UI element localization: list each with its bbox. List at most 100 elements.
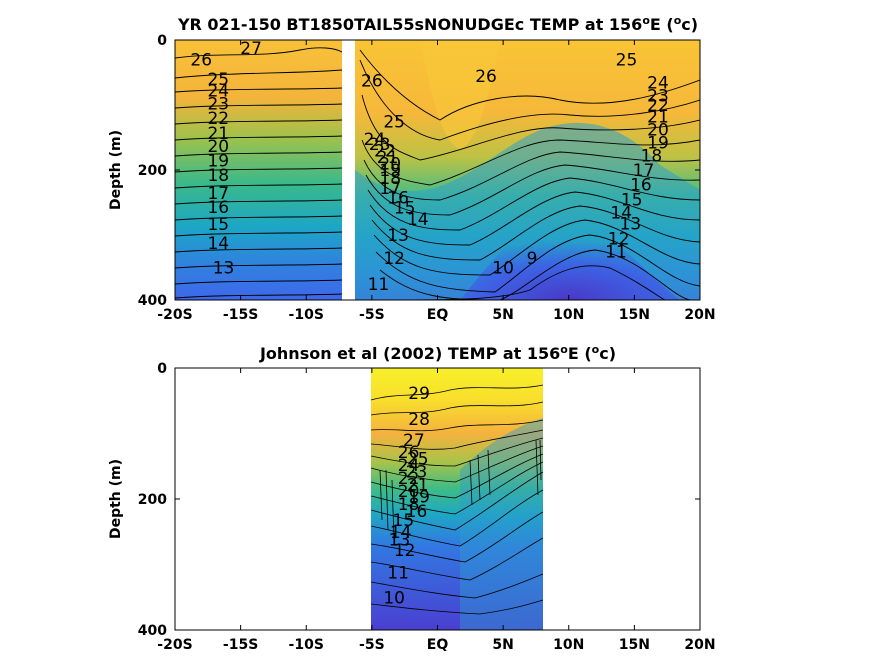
top-contour-label: 26 xyxy=(361,71,383,91)
top-axis-ticks: -20S -15S -10S -5S EQ 5N 10N 15N 20N 0 200 400 xyxy=(138,33,716,323)
top-x-tick-label: -10S xyxy=(289,307,324,323)
bottom-heatmap-field xyxy=(370,368,544,630)
bottom-contour-label: 28 xyxy=(408,410,430,430)
top-data-gap xyxy=(342,40,355,300)
top-x-tick-label: 20N xyxy=(684,307,715,323)
bottom-contour-label: 18 xyxy=(398,495,420,515)
bottom-contour-label: 21 xyxy=(407,476,429,496)
top-panel-title: YR 021-150 BT1850TAIL55sNONUDGEc TEMP at… xyxy=(177,14,698,35)
top-contour-label: 18 xyxy=(379,169,401,189)
top-contour-label: 23 xyxy=(647,86,669,106)
top-contour-label: 25 xyxy=(383,112,405,132)
top-y-tick-label: 0 xyxy=(157,33,167,49)
bottom-contour-lines xyxy=(370,384,544,615)
top-contour-label: 12 xyxy=(608,229,630,249)
top-contour-label: 20 xyxy=(207,137,229,157)
bottom-x-tick-label: EQ xyxy=(427,637,449,653)
top-contour-label: 9 xyxy=(527,249,538,269)
bottom-contour-label: 26 xyxy=(398,443,420,463)
top-contour-label: 21 xyxy=(207,124,229,144)
bottom-contour-label: 10 xyxy=(383,588,405,608)
top-contour-label: 23 xyxy=(207,95,229,115)
bottom-y-axis-label: Depth (m) xyxy=(108,459,124,539)
top-contour-label: 23 xyxy=(369,135,391,155)
bottom-contour-label: 12 xyxy=(394,541,416,561)
top-x-tick-label: 5N xyxy=(492,307,513,323)
top-contour-label: 17 xyxy=(207,184,229,204)
top-contour-label: 15 xyxy=(394,199,416,219)
bottom-contour-label: 22 xyxy=(398,469,420,489)
top-contour-label: 21 xyxy=(377,148,399,168)
top-contour-label: 14 xyxy=(407,210,429,230)
top-contour-label: 20 xyxy=(379,155,401,175)
bottom-contour-label: 25 xyxy=(407,449,429,469)
top-contour-label: 17 xyxy=(633,161,655,181)
top-contour-label: 19 xyxy=(647,134,669,154)
bottom-panel: Johnson et al (2002) TEMP at 156oE (oc) xyxy=(108,343,716,654)
top-contour-label: 18 xyxy=(641,147,663,167)
bottom-y-tick-label: 0 xyxy=(157,361,167,377)
top-contour-label: 24 xyxy=(364,130,386,150)
bottom-contour-label: 20 xyxy=(398,482,420,502)
top-contour-label: 13 xyxy=(213,259,235,279)
top-contour-label: 18 xyxy=(207,166,229,186)
top-contour-label: 10 xyxy=(492,259,514,279)
bottom-contour-label: 11 xyxy=(387,563,409,583)
top-contour-label: 17 xyxy=(379,179,401,199)
bottom-x-tick-label: 10N xyxy=(553,637,584,653)
top-contour-label: 15 xyxy=(207,215,229,235)
bottom-contour-label: 14 xyxy=(390,523,412,543)
bottom-x-tick-label: -20S xyxy=(157,637,192,653)
top-contour-label: 16 xyxy=(630,175,652,195)
top-x-tick-label: 15N xyxy=(619,307,650,323)
top-contour-label: 21 xyxy=(647,108,669,128)
top-contour-label: 16 xyxy=(387,188,409,208)
top-contour-label: 24 xyxy=(647,73,669,93)
bottom-contour-label: 13 xyxy=(389,531,411,551)
top-contour-label: 15 xyxy=(621,190,643,210)
top-contour-label: 19 xyxy=(207,151,229,171)
top-contour-label: 22 xyxy=(207,109,229,129)
top-contour-label: 13 xyxy=(387,226,409,246)
top-contour-label: 16 xyxy=(207,198,229,218)
bottom-contour-label: 16 xyxy=(406,502,428,522)
bottom-axis-ticks: -20S -15S -10S -5S EQ 5N 10N 15N 20N 0 200 400 xyxy=(138,361,716,653)
top-y-tick-label: 200 xyxy=(138,163,167,179)
top-contour-label: 11 xyxy=(368,275,390,295)
top-contour-label: 19 xyxy=(379,161,401,181)
top-contour-label: 27 xyxy=(240,39,262,59)
top-x-tick-label: 10N xyxy=(553,307,584,323)
bottom-x-tick-label: -15S xyxy=(223,637,258,653)
top-contour-label: 22 xyxy=(647,96,669,116)
top-contour-label: 20 xyxy=(647,121,669,141)
bottom-y-tick-label: 400 xyxy=(138,623,167,639)
bottom-panel-title: Johnson et al (2002) TEMP at 156oE (oc) xyxy=(259,343,616,364)
top-panel: YR 021-150 BT1850TAIL55sNONUDGEc TEMP at… xyxy=(108,14,716,324)
top-x-tick-label: -20S xyxy=(157,307,192,323)
bottom-contour-label: 19 xyxy=(408,487,430,507)
bottom-y-tick-label: 200 xyxy=(138,492,167,508)
top-contour-label: 13 xyxy=(620,214,642,234)
top-contour-label: 11 xyxy=(605,242,627,262)
top-contour-label: 22 xyxy=(374,142,396,162)
top-contour-label: 26 xyxy=(190,51,212,71)
bottom-x-tick-label: -5S xyxy=(359,637,385,653)
bottom-contour-label: 24 xyxy=(398,456,420,476)
bottom-contour-label: 29 xyxy=(408,384,430,404)
top-heatmap-field xyxy=(175,40,700,300)
bottom-x-tick-label: 5N xyxy=(492,637,513,653)
top-contour-label: 26 xyxy=(475,67,497,87)
top-y-axis-label: Depth (m) xyxy=(108,130,124,210)
top-contour-label: 25 xyxy=(207,70,229,90)
top-contour-label: 25 xyxy=(616,51,638,71)
bottom-x-tick-label: 20N xyxy=(684,637,715,653)
top-contour-label: 14 xyxy=(610,203,632,223)
top-contour-label: 14 xyxy=(207,234,229,254)
top-contour-label: 24 xyxy=(207,82,229,102)
bottom-x-tick-label: -10S xyxy=(289,637,324,653)
top-y-tick-label: 400 xyxy=(138,293,167,309)
bottom-contour-label: 23 xyxy=(406,462,428,482)
bottom-contour-label: 15 xyxy=(393,511,415,531)
